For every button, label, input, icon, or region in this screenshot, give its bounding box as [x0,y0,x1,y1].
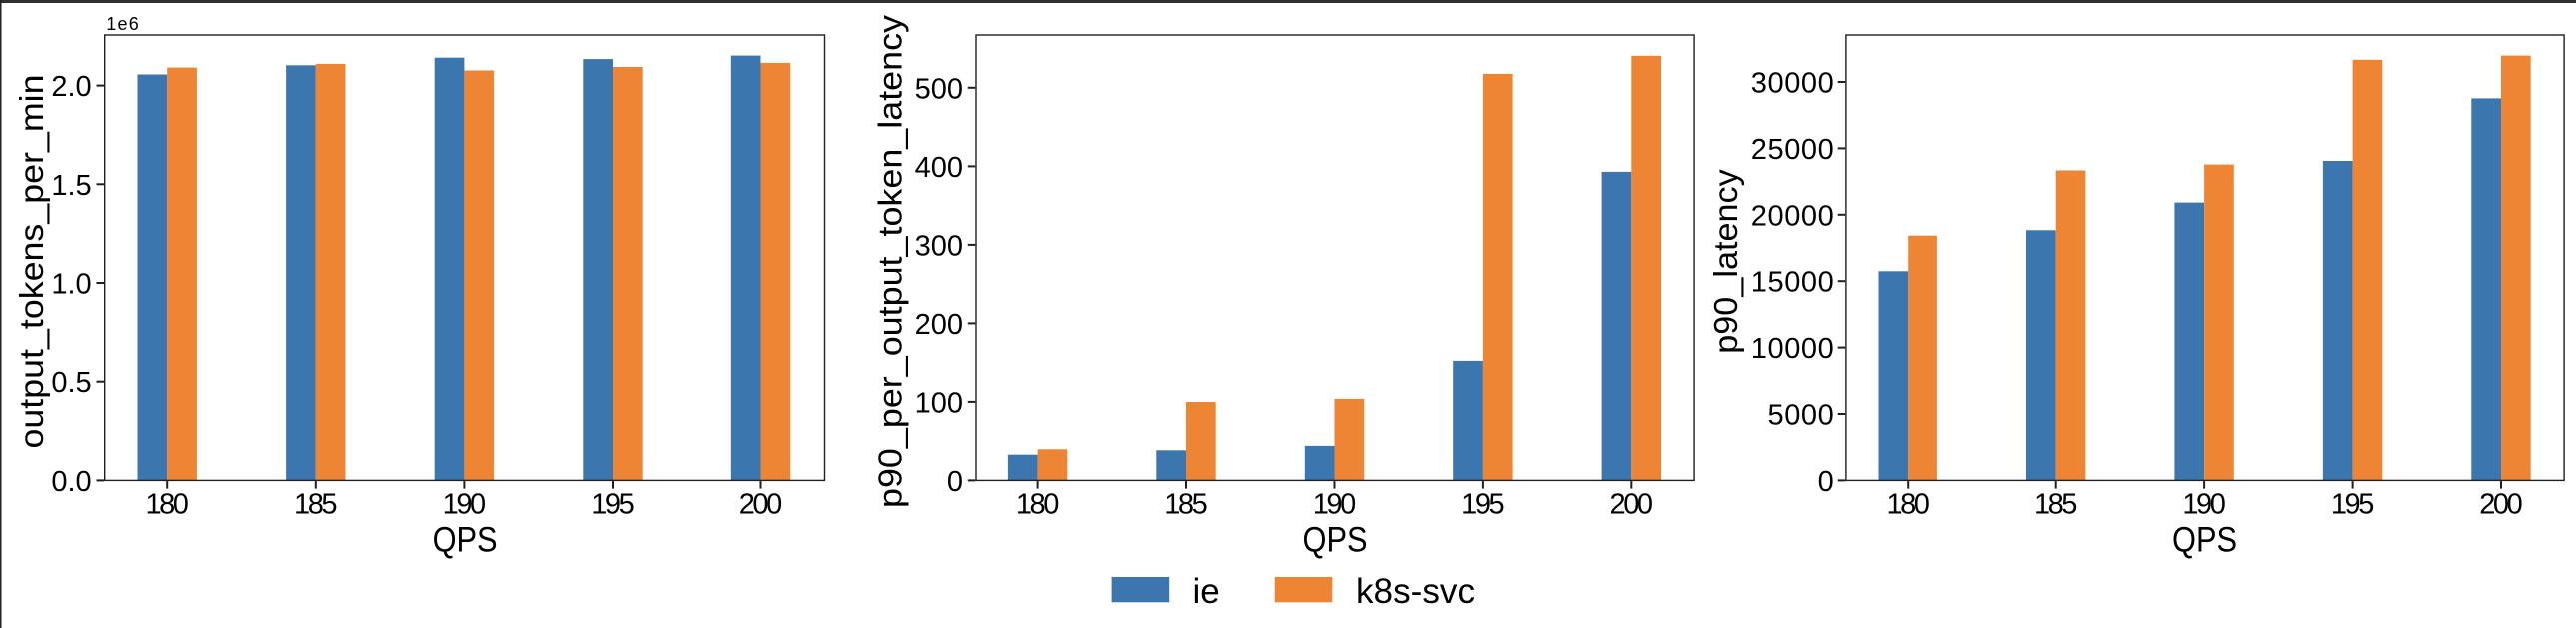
svg-text:195: 195 [2331,489,2375,521]
svg-text:2.0: 2.0 [51,71,91,103]
svg-text:QPS: QPS [2172,521,2237,560]
svg-text:500: 500 [915,73,963,105]
svg-text:180: 180 [1016,489,1060,521]
svg-text:195: 195 [1461,489,1505,521]
svg-text:185: 185 [294,489,338,521]
svg-text:400: 400 [915,152,963,184]
svg-text:0: 0 [947,466,963,498]
svg-text:20000: 20000 [1751,200,1835,232]
svg-text:10000: 10000 [1751,333,1835,365]
svg-text:QPS: QPS [433,521,498,560]
svg-text:180: 180 [1886,489,1930,521]
svg-text:200: 200 [915,309,963,341]
svg-text:0.5: 0.5 [51,367,91,399]
svg-text:1e6: 1e6 [106,14,140,34]
svg-text:15000: 15000 [1751,267,1835,299]
svg-text:QPS: QPS [1303,521,1368,560]
svg-text:180: 180 [145,489,189,521]
svg-text:300: 300 [915,230,963,262]
svg-text:5000: 5000 [1767,400,1834,432]
svg-text:k8s-svc: k8s-svc [1356,572,1475,611]
svg-text:30000: 30000 [1751,68,1835,100]
svg-text:p90_per_output_token_latency: p90_per_output_token_latency [871,14,908,508]
svg-text:200: 200 [1610,489,1654,521]
svg-text:195: 195 [591,489,635,521]
svg-text:0.0: 0.0 [51,466,91,498]
svg-text:25000: 25000 [1751,134,1835,166]
svg-text:1.5: 1.5 [51,170,91,202]
svg-text:ie: ie [1193,572,1220,611]
svg-text:1.0: 1.0 [51,269,91,301]
svg-text:185: 185 [1164,489,1208,521]
svg-text:190: 190 [2182,489,2226,521]
svg-text:p90_latency: p90_latency [1707,169,1744,354]
svg-text:200: 200 [2479,489,2523,521]
svg-text:200: 200 [739,489,783,521]
svg-text:190: 190 [443,489,487,521]
svg-text:185: 185 [2034,489,2078,521]
svg-text:0: 0 [1818,466,1835,498]
svg-text:100: 100 [915,387,963,419]
svg-text:190: 190 [1313,489,1357,521]
svg-text:output_tokens_per_min: output_tokens_per_min [13,75,50,449]
